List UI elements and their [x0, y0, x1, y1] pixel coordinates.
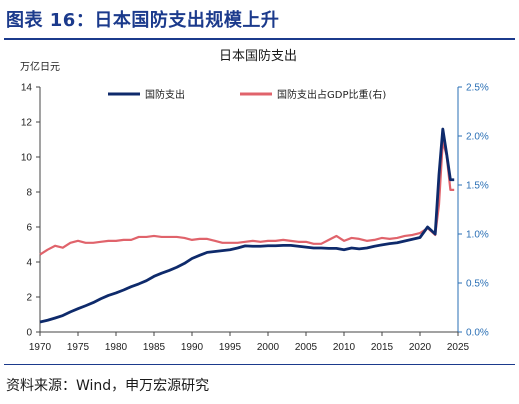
right-tick-label: 0.5%: [466, 279, 489, 290]
left-tick-label: 10: [21, 153, 33, 164]
x-tick-label: 2025: [447, 342, 470, 353]
right-tick-label: 2.5%: [466, 83, 489, 94]
chart: 日本国防支出 万亿日元 0 2 4 6 8 10 12 14 0.0% 0.5% 1.0% 1.5%…: [20, 48, 489, 353]
left-tick-label: 8: [26, 188, 32, 199]
legend-label-ratio: 国防支出占GDP比重(右): [277, 88, 386, 101]
x-tick-label: 1985: [143, 342, 166, 353]
left-tick-label: 14: [21, 83, 33, 94]
right-tick-label: 1.5%: [466, 181, 489, 192]
x-tick-label: 1980: [105, 342, 128, 353]
x-tick-label: 2000: [257, 342, 280, 353]
left-tick-label: 4: [26, 258, 32, 269]
left-tick-label: 2: [26, 293, 32, 304]
left-axis-unit: 万亿日元: [20, 60, 60, 73]
x-tick-label: 2005: [295, 342, 318, 353]
x-tick-label: 1995: [219, 342, 242, 353]
title-rule: [4, 38, 515, 40]
chart-title: 日本国防支出: [219, 48, 297, 64]
bottom-rule: [4, 364, 515, 365]
series-line-ratio: [39, 139, 455, 256]
right-tick-label: 2.0%: [466, 132, 489, 143]
x-tick-label: 2015: [371, 342, 394, 353]
left-tick-label: 12: [21, 118, 33, 129]
x-tick-label: 1970: [29, 342, 52, 353]
x-tick-label: 1990: [181, 342, 204, 353]
source-note: 资料来源：Wind，申万宏源研究: [6, 378, 210, 394]
legend: 国防支出 国防支出占GDP比重(右): [108, 88, 386, 101]
left-tick-label: 0: [26, 328, 32, 339]
x-tick-label: 1975: [67, 342, 90, 353]
series-line-spending: [39, 127, 455, 324]
right-tick-label: 1.0%: [466, 230, 489, 241]
x-tick-label: 2010: [333, 342, 356, 353]
x-tick-label: 2020: [409, 342, 432, 353]
legend-label-spending: 国防支出: [145, 88, 185, 101]
left-tick-label: 6: [26, 223, 32, 234]
right-tick-label: 0.0%: [466, 328, 489, 339]
figure-title: 图表 16：日本国防支出规模上升: [6, 10, 280, 31]
